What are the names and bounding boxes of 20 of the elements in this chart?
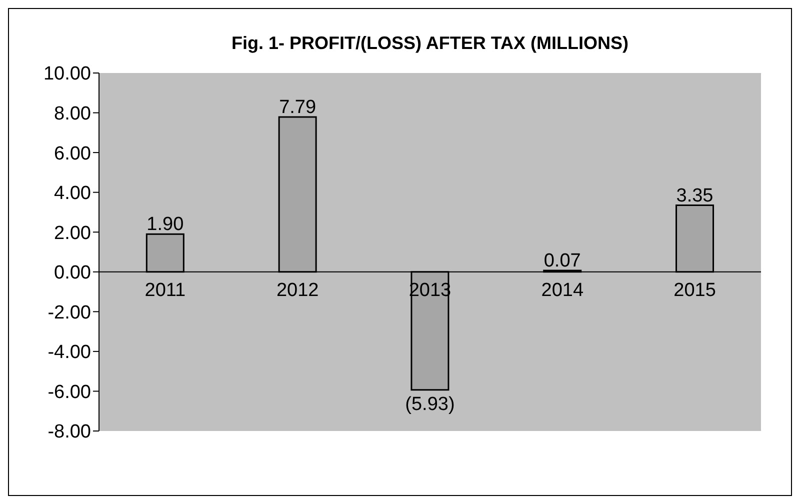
y-tick-label: 8.00 <box>54 104 91 125</box>
chart-title: Fig. 1- PROFIT/(LOSS) AFTER TAX (MILLIONS) <box>230 33 630 54</box>
data-label: 1.90 <box>146 214 184 236</box>
y-tick-label: 4.00 <box>54 183 91 204</box>
y-tick-label: -6.00 <box>48 382 91 403</box>
x-tick-label: 2011 <box>144 280 186 301</box>
y-tick-label: -2.00 <box>48 302 91 324</box>
y-tick-label: -8.00 <box>48 422 91 443</box>
data-label: 7.79 <box>279 96 316 118</box>
data-label: 3.35 <box>676 185 714 206</box>
x-tick-label: 2015 <box>674 280 716 301</box>
y-tick-label: 6.00 <box>54 143 91 164</box>
y-tick-label: 2.00 <box>54 222 91 244</box>
x-tick-label: 2012 <box>276 280 319 301</box>
data-label: (5.93) <box>405 394 455 415</box>
x-tick-label: 2014 <box>541 280 584 301</box>
y-tick-label: 10.00 <box>43 64 91 85</box>
y-tick-label: 0.00 <box>54 262 91 284</box>
data-label: 0.07 <box>544 250 581 272</box>
y-tick-label: -4.00 <box>48 342 91 364</box>
